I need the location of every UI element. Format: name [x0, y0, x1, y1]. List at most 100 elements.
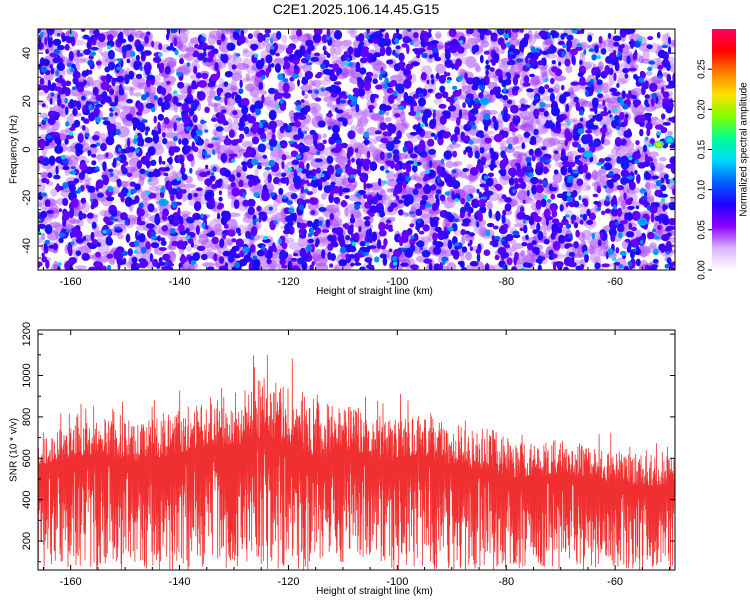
spectrogram-cell	[600, 48, 607, 55]
spectrogram-cell	[478, 191, 483, 199]
spectrogram-cell	[358, 33, 365, 43]
spectrogram-cell	[450, 180, 460, 185]
spectrogram-cell	[593, 140, 599, 148]
spectrogram-cell	[218, 190, 222, 196]
spectrogram-cell	[409, 153, 418, 159]
spectrogram-cell	[446, 96, 454, 103]
spectrogram-cell	[54, 136, 61, 143]
spectrogram-cell	[669, 156, 675, 165]
spectrogram-cell	[395, 83, 405, 92]
spectrogram-cell	[444, 191, 451, 196]
spectrogram-cell	[631, 95, 637, 100]
spectrogram-cell	[609, 53, 617, 62]
spectrogram-cell	[329, 263, 333, 268]
spectrogram-cell	[451, 169, 457, 174]
spectrogram-cell	[524, 262, 533, 268]
spectrogram-cell	[363, 131, 370, 139]
spectrogram-cell	[164, 166, 170, 172]
spectrogram-cell	[65, 36, 74, 44]
spectrogram-cell	[447, 239, 453, 250]
spectrogram-cell	[224, 262, 228, 268]
spectrogram-cell	[49, 97, 53, 105]
spectrogram-cell	[80, 116, 85, 121]
spectrogram-cell	[126, 172, 133, 178]
spectrogram-cell	[532, 100, 537, 106]
spectrogram-cell	[353, 180, 358, 188]
spectrogram-cell	[157, 235, 161, 242]
spectrogram-cell	[650, 116, 659, 122]
spectrogram-cell	[192, 114, 198, 123]
spectrogram-cell	[345, 235, 351, 241]
spectrogram-cell	[235, 63, 250, 70]
spectrogram-cell	[440, 170, 448, 178]
spectrogram-cell	[401, 229, 409, 240]
spectrogram-cell	[349, 168, 359, 175]
spectrogram-cell	[331, 148, 337, 153]
spectrogram-cell	[534, 247, 540, 256]
spectrogram-cell	[530, 58, 536, 67]
spectrogram-cell	[82, 177, 92, 182]
spectrogram-cell	[385, 46, 392, 56]
spectrogram-cell	[213, 223, 222, 233]
spectrogram-cell	[553, 169, 559, 175]
spectrogram-cell	[70, 198, 79, 208]
spectrogram-cell	[621, 90, 626, 99]
spectrogram-cell	[106, 196, 115, 202]
spectrogram-cell	[432, 240, 439, 246]
spectrogram-cell	[72, 77, 79, 85]
spectrogram-cell	[91, 160, 97, 166]
spectrogram-cell	[299, 45, 306, 55]
spectrogram-cell	[202, 262, 216, 268]
spectrogram-cell	[133, 92, 142, 97]
spectrogram-cell	[54, 223, 63, 231]
spectrogram-cell	[80, 213, 87, 219]
spectrogram-cell	[275, 52, 280, 57]
spectrogram-cell	[553, 75, 565, 82]
spectrogram-cell	[421, 114, 428, 124]
spectrogram-cell	[222, 233, 227, 240]
spectrogram-cell	[364, 173, 369, 180]
spectrogram-cell	[434, 204, 439, 211]
spectrogram-cell	[140, 53, 146, 62]
spectrogram-cell	[591, 181, 598, 187]
spectrogram-cell	[200, 253, 208, 261]
spectrogram-cell	[121, 45, 128, 54]
spectrogram-cell	[146, 74, 155, 81]
spectrogram-cell	[340, 142, 348, 149]
spectrogram-cell	[403, 78, 412, 89]
spectrogram-cell	[580, 263, 585, 270]
spectrogram-cell	[514, 182, 520, 190]
spectrogram-cell	[409, 264, 419, 270]
spectrogram-cell	[136, 220, 146, 226]
spectrogram-cell	[116, 179, 121, 184]
spectrogram-cell	[659, 157, 667, 162]
spectrogram-cell	[577, 128, 585, 135]
spectrogram-cell	[116, 66, 122, 71]
spectrogram-cell	[479, 54, 484, 64]
spectrogram-cell	[49, 64, 53, 69]
spectrogram-cell	[306, 162, 310, 170]
spectrogram-cell	[95, 179, 104, 189]
spectrogram-cell	[106, 253, 114, 259]
spectrogram-cell	[563, 266, 569, 270]
spectrogram-cell	[617, 207, 622, 217]
spectrogram-cell	[386, 170, 396, 182]
spectrogram-cell	[494, 254, 500, 261]
spectrogram-cell	[218, 256, 225, 264]
spectrogram-cell	[299, 247, 307, 258]
spectrogram-cell	[433, 263, 441, 270]
spectrogram-cell	[306, 220, 314, 228]
spectrogram-cell	[54, 86, 62, 92]
spectrogram-cell	[622, 68, 629, 74]
spectrogram-cell	[88, 243, 97, 249]
spectrogram-cell	[446, 262, 457, 270]
spectrogram-cell	[564, 58, 571, 67]
spectrogram-cell	[658, 244, 663, 251]
spectrogram-cell	[281, 34, 288, 44]
spectrogram-cell	[278, 238, 282, 245]
spectrogram-cell	[522, 199, 526, 204]
spectrogram-cell	[551, 106, 560, 117]
spectrogram-cell	[665, 163, 675, 169]
spectrogram-cell	[54, 145, 64, 154]
spectrogram-cell	[69, 170, 77, 175]
